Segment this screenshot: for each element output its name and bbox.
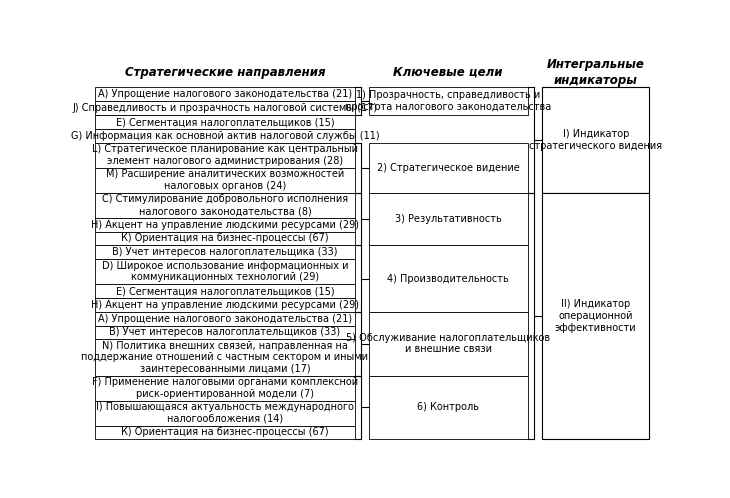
Bar <box>95 326 355 340</box>
Bar <box>95 298 355 312</box>
Bar <box>542 88 649 193</box>
Bar <box>95 232 355 246</box>
Text: Е) Сегментация налогоплательщиков (15): Е) Сегментация налогоплательщиков (15) <box>115 117 334 127</box>
Bar <box>95 426 355 439</box>
Text: Е) Сегментация налогоплательщиков (15): Е) Сегментация налогоплательщиков (15) <box>115 286 334 296</box>
Text: М) Расширение аналитических возможностей
налоговых органов (24): М) Расширение аналитических возможностей… <box>106 169 344 191</box>
Bar <box>95 284 355 298</box>
Bar <box>369 88 528 115</box>
Bar <box>95 115 355 129</box>
Text: Ключевые цели: Ключевые цели <box>393 66 503 79</box>
Text: А) Упрощение налогового законодательства (21): А) Упрощение налогового законодательства… <box>98 314 352 324</box>
Bar <box>95 375 355 400</box>
Text: G) Информация как основной актив налоговой службы (11): G) Информация как основной актив налогов… <box>71 131 380 141</box>
Text: К) Ориентация на бизнес-процессы (67): К) Ориентация на бизнес-процессы (67) <box>121 234 328 244</box>
Text: I) Повышающаяся актуальность международного
налогообложения (14): I) Повышающаяся актуальность международн… <box>96 402 354 424</box>
Bar <box>95 312 355 326</box>
Bar <box>95 340 355 375</box>
Bar <box>369 246 528 312</box>
Text: К) Ориентация на бизнес-процессы (67): К) Ориентация на бизнес-процессы (67) <box>121 427 328 437</box>
Text: I) Индикатор
стратегического видения: I) Индикатор стратегического видения <box>529 129 662 151</box>
Text: С) Стимулирование добровольного исполнения
налогового законодательства (8): С) Стимулирование добровольного исполнен… <box>102 194 348 216</box>
Text: Н) Акцент на управление людскими ресурсами (29): Н) Акцент на управление людскими ресурса… <box>91 300 359 310</box>
Bar <box>369 312 528 375</box>
Text: В) Учет интересов налогоплательщиков (33): В) Учет интересов налогоплательщиков (33… <box>110 328 340 338</box>
Text: L) Стратегическое планирование как центральный
элемент налогового администрирова: L) Стратегическое планирование как центр… <box>92 144 358 166</box>
Bar <box>95 193 355 218</box>
Text: А) Упрощение налогового законодательства (21): А) Упрощение налогового законодательства… <box>98 89 352 100</box>
Text: 6) Контроль: 6) Контроль <box>417 402 479 412</box>
Text: J) Справедливость и прозрачность налоговой системы (17): J) Справедливость и прозрачность налогов… <box>72 103 377 113</box>
Text: Интегральные
индикаторы: Интегральные индикаторы <box>547 58 645 87</box>
Bar <box>95 259 355 284</box>
Bar <box>95 246 355 259</box>
Text: N) Политика внешних связей, направленная на
поддержание отношений с частным сект: N) Политика внешних связей, направленная… <box>82 341 369 374</box>
Bar <box>95 218 355 232</box>
Bar <box>369 193 528 246</box>
Bar <box>95 129 355 143</box>
Text: F) Применение налоговыми органами комплексной
риск-ориентированной модели (7): F) Применение налоговыми органами компле… <box>92 377 358 399</box>
Bar <box>369 375 528 439</box>
Text: 3) Результативность: 3) Результативность <box>395 214 502 224</box>
Text: II) Индикатор
операционной
эффективности: II) Индикатор операционной эффективности <box>555 299 637 334</box>
Text: 2) Стратегическое видение: 2) Стратегическое видение <box>377 163 520 173</box>
Bar <box>95 400 355 426</box>
Text: В) Учет интересов налогоплательщика (33): В) Учет интересов налогоплательщика (33) <box>112 247 338 257</box>
Text: 4) Производительность: 4) Производительность <box>387 273 509 283</box>
Bar <box>542 193 649 439</box>
Bar <box>369 143 528 193</box>
Text: Стратегические направления: Стратегические направления <box>125 66 325 79</box>
Bar <box>95 168 355 193</box>
Text: 5) Обслуживание налогоплательщиков
и внешние связи: 5) Обслуживание налогоплательщиков и вне… <box>346 333 550 355</box>
Text: D) Широкое использование информационных и
коммуникационных технологий (29): D) Широкое использование информационных … <box>101 261 348 282</box>
Bar <box>95 88 355 101</box>
Text: 1) Прозрачность, справедливость и
простота налогового законодательства: 1) Прозрачность, справедливость и просто… <box>345 91 551 112</box>
Bar <box>95 143 355 168</box>
Text: Н) Акцент на управление людскими ресурсами (29): Н) Акцент на управление людскими ресурса… <box>91 220 359 230</box>
Bar <box>95 101 355 115</box>
